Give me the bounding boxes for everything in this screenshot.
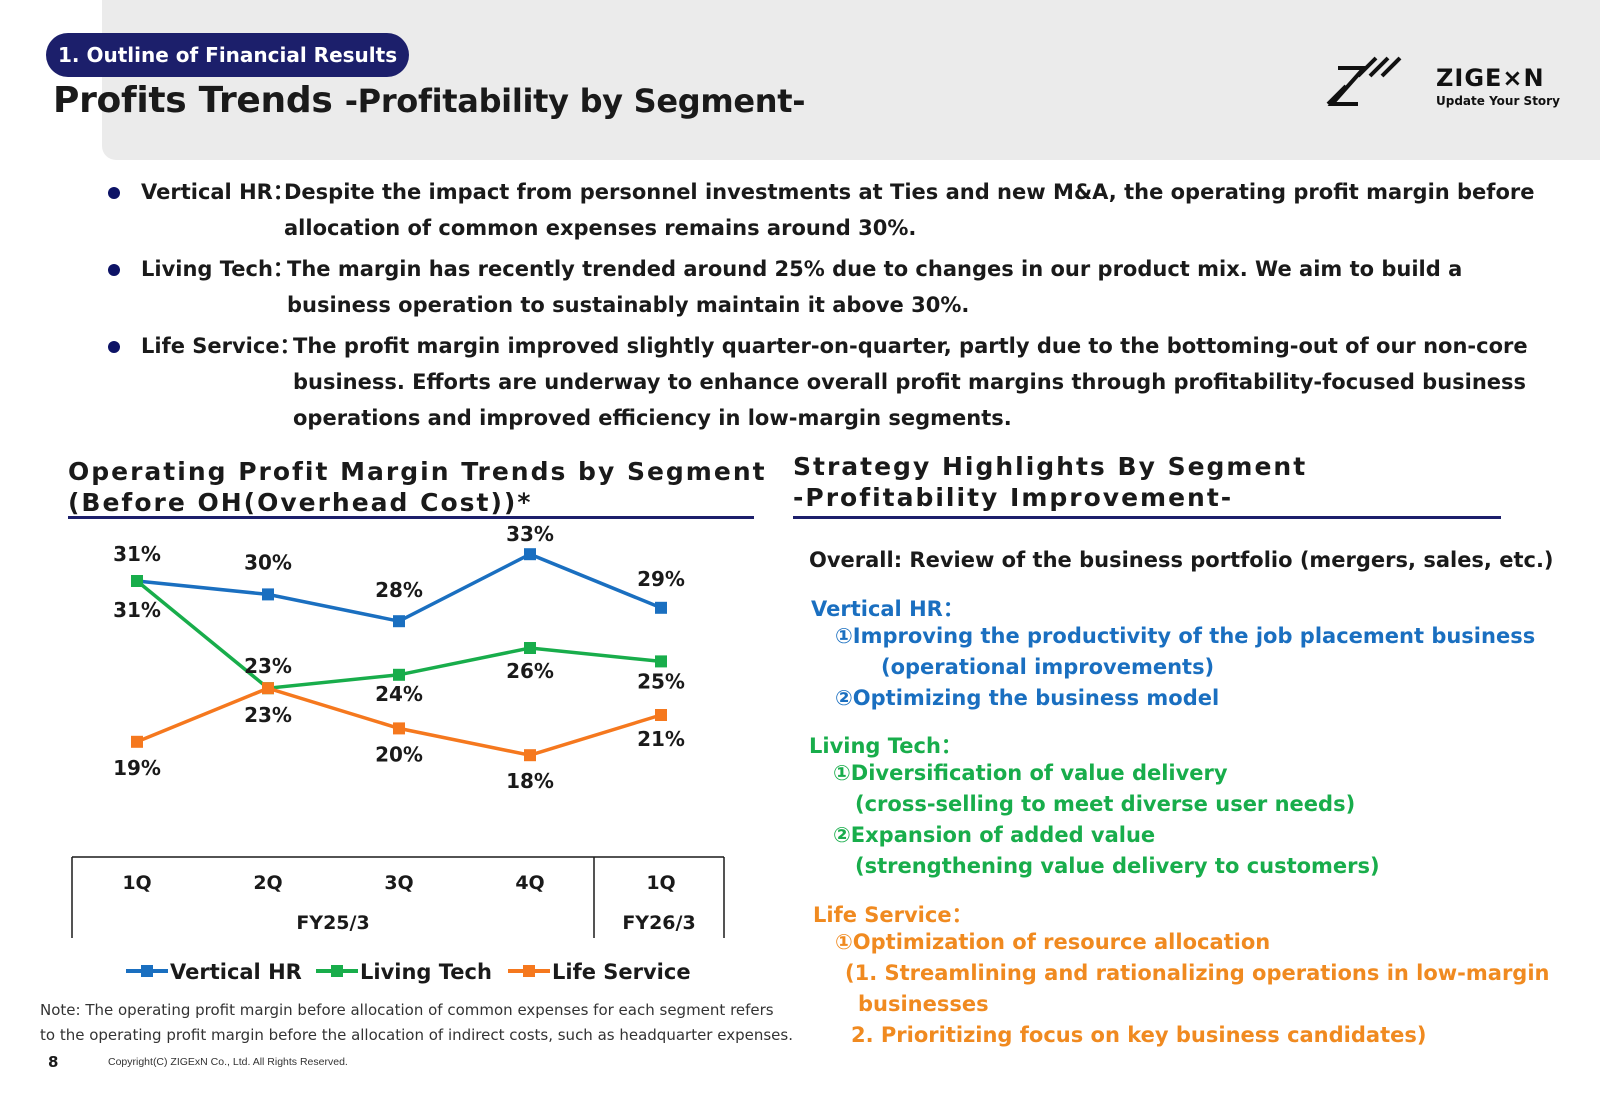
strategy-living-tech-item: (strengthening value delivery to custome… <box>855 854 1380 878</box>
bullet-vertical-hr: Vertical HR： Despite the impact from per… <box>104 174 1564 246</box>
data-label: 19% <box>113 756 161 780</box>
data-point-marker <box>131 575 143 587</box>
legend-label: Life Service <box>552 960 691 984</box>
data-point-marker <box>524 548 536 561</box>
legend-swatch-marker <box>523 965 535 977</box>
data-label: 29% <box>637 567 685 591</box>
data-point-marker <box>524 642 536 654</box>
data-label: 26% <box>506 659 554 683</box>
bullet-label: Life Service： <box>141 334 301 358</box>
x-tick-label: 3Q <box>384 872 413 894</box>
data-label: 30% <box>244 550 292 574</box>
data-point-marker <box>262 588 274 601</box>
data-label: 20% <box>375 742 423 766</box>
data-label: 24% <box>375 682 423 706</box>
page-title-sub: -Profitability by Segment- <box>344 82 806 120</box>
data-point-marker <box>655 709 667 721</box>
x-tick-label: 2Q <box>253 872 282 894</box>
data-label: 28% <box>375 578 423 602</box>
strategy-title-rule <box>793 516 1501 519</box>
logo-wordmark: ZIGE×N <box>1436 64 1545 92</box>
bullet-life-service: Life Service： The profit margin improved… <box>104 328 1564 436</box>
strategy-section-title: Strategy Highlights By Segment -Profitab… <box>793 452 1308 512</box>
data-point-marker <box>393 615 405 628</box>
data-label: 23% <box>244 654 292 678</box>
data-label: 31% <box>113 542 161 566</box>
bullet-label: Living Tech： <box>141 257 294 281</box>
bullet-text: The profit margin improved slightly quar… <box>293 334 1528 430</box>
x-tick-label: 1Q <box>646 872 675 894</box>
section-pill: 1. Outline of Financial Results <box>46 33 410 77</box>
page-title: Profits Trends -Profitability by Segment… <box>53 80 806 121</box>
strategy-life-service-item: 2. Prioritizing focus on key business ca… <box>851 1023 1427 1047</box>
bullet-dot-icon <box>108 264 120 276</box>
legend-swatch-marker <box>141 965 153 977</box>
strategy-life-service-item: businesses <box>858 992 989 1016</box>
strategy-vertical-hr-item: ②Optimizing the business model <box>835 686 1220 710</box>
header-band <box>102 0 1600 160</box>
fiscal-year-label: FY26/3 <box>622 912 695 934</box>
bullet-text: Despite the impact from personnel invest… <box>284 180 1535 240</box>
legend-swatch-marker <box>331 965 343 977</box>
data-label: 23% <box>244 703 292 727</box>
strategy-vertical-hr-heading: Vertical HR： <box>811 597 964 621</box>
x-tick-label: 1Q <box>122 872 151 894</box>
strategy-vertical-hr-item: (operational improvements) <box>881 655 1215 679</box>
data-point-marker <box>393 668 405 681</box>
margin-trend-chart: 31% 30% 28% 33% 29% 31% 23% 24% 26% 25% 19% 23% 20% 1… <box>71 522 725 984</box>
strategy-overall: Overall: Review of the business portfoli… <box>809 548 1554 572</box>
bullet-living-tech: Living Tech： The margin has recently tre… <box>104 251 1564 323</box>
strategy-living-tech-item: ①Diversification of value delivery <box>833 761 1228 785</box>
zigexn-logo: ZIGE×N Update Your Story <box>1326 54 1560 114</box>
bullet-dot-icon <box>108 187 120 199</box>
page-number: 8 <box>48 1053 59 1071</box>
strategy-life-service-heading: Life Service： <box>813 903 973 927</box>
strategy-living-tech-item: (cross-selling to meet diverse user need… <box>855 792 1356 816</box>
logo-tagline: Update Your Story <box>1436 94 1560 108</box>
bullet-text: The margin has recently trended around 2… <box>287 257 1463 317</box>
strategy-living-tech-heading: Living Tech： <box>809 734 962 758</box>
legend-label: Living Tech <box>360 960 492 984</box>
data-label: 33% <box>506 522 554 546</box>
bullet-label: Vertical HR： <box>141 180 294 204</box>
data-point-marker <box>393 722 405 735</box>
data-label: 31% <box>113 598 161 622</box>
copyright: Copyright(C) ZIGExN Co., Ltd. All Rights… <box>108 1056 348 1068</box>
data-point-marker <box>262 682 274 695</box>
strategy-life-service-item: ①Optimization of resource allocation <box>835 930 1271 954</box>
strategy-vertical-hr-item: ①Improving the productivity of the job p… <box>835 624 1536 648</box>
logo-mark-icon <box>1326 56 1402 106</box>
legend-label: Vertical HR <box>170 960 302 984</box>
data-point-marker <box>655 601 667 614</box>
fiscal-year-label: FY25/3 <box>296 912 369 934</box>
bullet-dot-icon <box>108 341 120 353</box>
data-point-marker <box>524 749 536 762</box>
data-point-marker <box>655 655 667 668</box>
strategy-living-tech-item: ②Expansion of added value <box>833 823 1156 847</box>
data-label: 25% <box>637 669 685 693</box>
strategy-life-service-item: (1. Streamlining and rationalizing opera… <box>845 961 1550 985</box>
page-title-main: Profits Trends <box>53 80 345 121</box>
chart-section-title: Operating Profit Margin Trends by Segmen… <box>68 457 767 517</box>
footnote: Note: The operating profit margin before… <box>40 1001 793 1044</box>
x-tick-label: 4Q <box>515 872 544 894</box>
data-label: 18% <box>506 769 554 793</box>
summary-bullets: Vertical HR： Despite the impact from per… <box>104 174 1564 441</box>
data-label: 21% <box>637 727 685 751</box>
chart-title-rule <box>68 516 754 519</box>
data-point-marker <box>131 735 143 748</box>
